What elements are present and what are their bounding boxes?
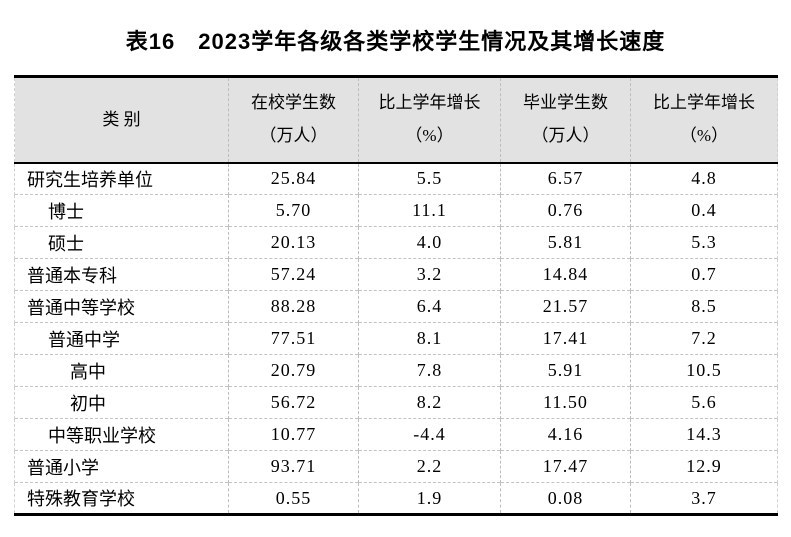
students-statistics-table: 类 别 在校学生数 （万人） 比上学年增长 （%） 毕业学生数 （万人） 比上学… bbox=[14, 75, 778, 516]
value-cell: 6.57 bbox=[500, 162, 631, 195]
value-cell: 17.47 bbox=[500, 450, 631, 483]
table-row: 硕士 20.13 4.0 5.81 5.3 bbox=[14, 226, 778, 259]
value-cell: 8.1 bbox=[358, 322, 501, 355]
value-cell: 5.5 bbox=[358, 162, 501, 195]
header-row: 类 别 在校学生数 （万人） 比上学年增长 （%） 毕业学生数 （万人） 比上学… bbox=[14, 76, 778, 164]
header-category-label: 类 别 bbox=[102, 109, 141, 129]
value-cell: 4.8 bbox=[630, 162, 778, 195]
header-graduates-label: 毕业学生数 bbox=[523, 93, 608, 113]
value-cell: 14.84 bbox=[500, 258, 631, 291]
value-cell: 20.79 bbox=[228, 354, 359, 387]
value-cell: 3.2 bbox=[358, 258, 501, 291]
table-body: 研究生培养单位 25.84 5.5 6.57 4.8 博士 5.70 11.1 0.76 0.4 硕… bbox=[14, 162, 778, 515]
value-cell: -4.4 bbox=[358, 418, 501, 451]
table-row: 普通小学 93.71 2.2 17.47 12.9 bbox=[14, 450, 778, 483]
table-row: 普通本专科 57.24 3.2 14.84 0.7 bbox=[14, 258, 778, 291]
table-header: 类 别 在校学生数 （万人） 比上学年增长 （%） 毕业学生数 （万人） 比上学… bbox=[14, 76, 778, 164]
value-cell: 7.8 bbox=[358, 354, 501, 387]
header-category: 类 别 bbox=[14, 76, 229, 164]
value-cell: 21.57 bbox=[500, 290, 631, 323]
header-enrolled-growth-label: 比上学年增长 bbox=[378, 93, 481, 113]
value-cell: 8.5 bbox=[630, 290, 778, 323]
header-enrolled-label: 在校学生数 bbox=[251, 93, 336, 113]
value-cell: 5.81 bbox=[500, 226, 631, 259]
value-cell: 57.24 bbox=[228, 258, 359, 291]
header-graduates: 毕业学生数 （万人） bbox=[500, 76, 631, 164]
value-cell: 17.41 bbox=[500, 322, 631, 355]
table-row: 博士 5.70 11.1 0.76 0.4 bbox=[14, 194, 778, 227]
value-cell: 0.4 bbox=[630, 194, 778, 227]
value-cell: 11.1 bbox=[358, 194, 501, 227]
value-cell: 93.71 bbox=[228, 450, 359, 483]
category-cell: 硕士 bbox=[14, 226, 229, 259]
value-cell: 6.4 bbox=[358, 290, 501, 323]
header-graduates-growth-unit: （%） bbox=[679, 125, 729, 145]
value-cell: 25.84 bbox=[228, 162, 359, 195]
category-cell: 普通小学 bbox=[14, 450, 229, 483]
header-graduates-unit: （万人） bbox=[531, 125, 600, 145]
table-title: 表16 2023学年各级各类学校学生情况及其增长速度 bbox=[125, 29, 666, 54]
table-row: 初中 56.72 8.2 11.50 5.6 bbox=[14, 386, 778, 419]
category-cell: 普通中等学校 bbox=[14, 290, 229, 323]
value-cell: 0.55 bbox=[228, 482, 359, 515]
value-cell: 11.50 bbox=[500, 386, 631, 419]
value-cell: 4.16 bbox=[500, 418, 631, 451]
category-cell: 高中 bbox=[14, 354, 229, 387]
value-cell: 4.0 bbox=[358, 226, 501, 259]
value-cell: 56.72 bbox=[228, 386, 359, 419]
header-enrolled-unit: （万人） bbox=[259, 125, 328, 145]
header-enrolled-growth: 比上学年增长 （%） bbox=[358, 76, 501, 164]
header-graduates-growth-label: 比上学年增长 bbox=[653, 93, 755, 113]
table-row: 中等职业学校 10.77 -4.4 4.16 14.3 bbox=[14, 418, 778, 451]
value-cell: 88.28 bbox=[228, 290, 359, 323]
value-cell: 5.6 bbox=[630, 386, 778, 419]
value-cell: 10.5 bbox=[630, 354, 778, 387]
value-cell: 12.9 bbox=[630, 450, 778, 483]
category-cell: 中等职业学校 bbox=[14, 418, 229, 451]
table-row: 普通中等学校 88.28 6.4 21.57 8.5 bbox=[14, 290, 778, 323]
value-cell: 0.76 bbox=[500, 194, 631, 227]
header-enrolled-growth-unit: （%） bbox=[405, 125, 454, 145]
table-row: 普通中学 77.51 8.1 17.41 7.2 bbox=[14, 322, 778, 355]
category-cell: 博士 bbox=[14, 194, 229, 227]
category-cell: 普通中学 bbox=[14, 322, 229, 355]
value-cell: 3.7 bbox=[630, 482, 778, 515]
value-cell: 77.51 bbox=[228, 322, 359, 355]
category-cell: 普通本专科 bbox=[14, 258, 229, 291]
table-row: 特殊教育学校 0.55 1.9 0.08 3.7 bbox=[14, 482, 778, 515]
value-cell: 10.77 bbox=[228, 418, 359, 451]
value-cell: 5.3 bbox=[630, 226, 778, 259]
header-graduates-growth: 比上学年增长 （%） bbox=[630, 76, 778, 164]
table-row: 高中 20.79 7.8 5.91 10.5 bbox=[14, 354, 778, 387]
category-cell: 特殊教育学校 bbox=[14, 482, 229, 515]
value-cell: 14.3 bbox=[630, 418, 778, 451]
category-cell: 初中 bbox=[14, 386, 229, 419]
value-cell: 5.70 bbox=[228, 194, 359, 227]
value-cell: 1.9 bbox=[358, 482, 501, 515]
value-cell: 8.2 bbox=[358, 386, 501, 419]
value-cell: 20.13 bbox=[228, 226, 359, 259]
category-cell: 研究生培养单位 bbox=[14, 162, 229, 195]
table-row: 研究生培养单位 25.84 5.5 6.57 4.8 bbox=[14, 162, 778, 195]
header-enrolled: 在校学生数 （万人） bbox=[228, 76, 359, 164]
value-cell: 5.91 bbox=[500, 354, 631, 387]
value-cell: 0.08 bbox=[500, 482, 631, 515]
value-cell: 0.7 bbox=[630, 258, 778, 291]
value-cell: 7.2 bbox=[630, 322, 778, 355]
value-cell: 2.2 bbox=[358, 450, 501, 483]
